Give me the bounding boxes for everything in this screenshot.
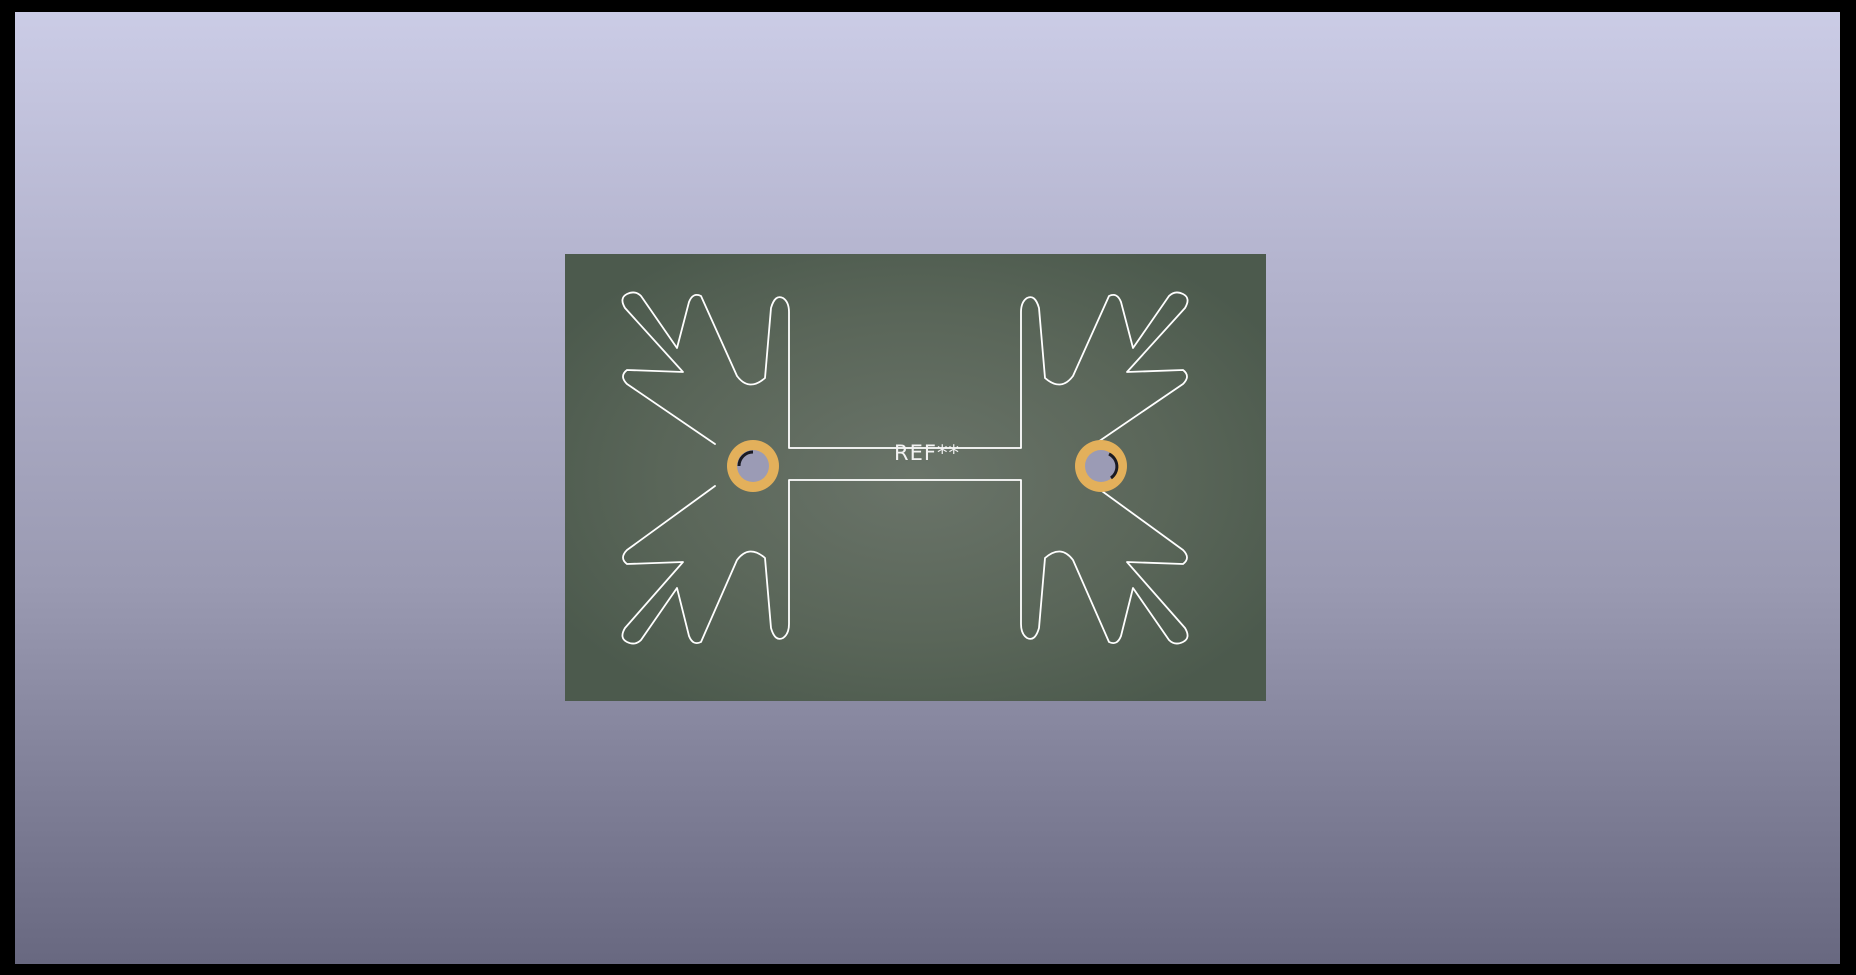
left-pad[interactable] bbox=[727, 440, 779, 492]
reference-designator[interactable]: REF** bbox=[894, 441, 960, 465]
pcb-scene: REF** bbox=[565, 254, 1266, 701]
3d-viewport[interactable]: REF** bbox=[15, 12, 1840, 964]
pcb-board[interactable] bbox=[565, 254, 1266, 701]
right-pad[interactable] bbox=[1075, 440, 1127, 492]
silkscreen-outline bbox=[621, 291, 1189, 645]
left-upper-fingers bbox=[621, 291, 1189, 449]
left-lower-fingers bbox=[621, 479, 1189, 645]
